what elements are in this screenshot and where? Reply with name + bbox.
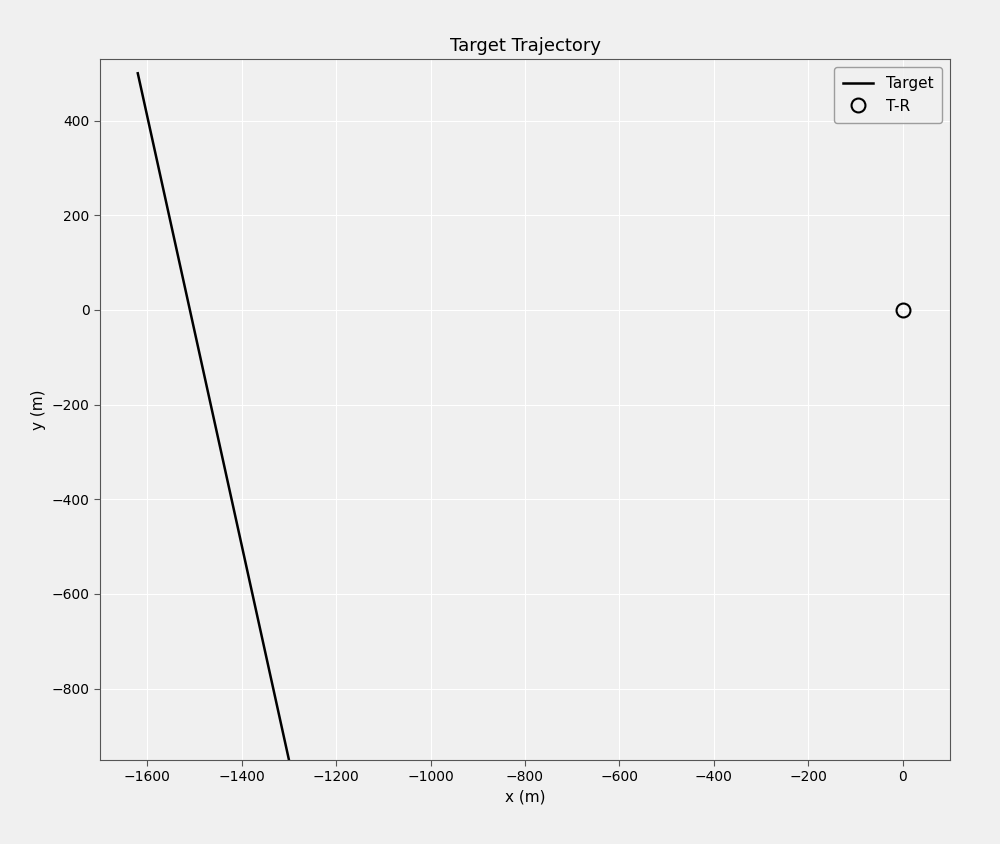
Title: Target Trajectory: Target Trajectory bbox=[450, 37, 600, 55]
Y-axis label: y (m): y (m) bbox=[31, 389, 46, 430]
X-axis label: x (m): x (m) bbox=[505, 790, 545, 804]
Legend: Target, T-R: Target, T-R bbox=[834, 67, 942, 122]
